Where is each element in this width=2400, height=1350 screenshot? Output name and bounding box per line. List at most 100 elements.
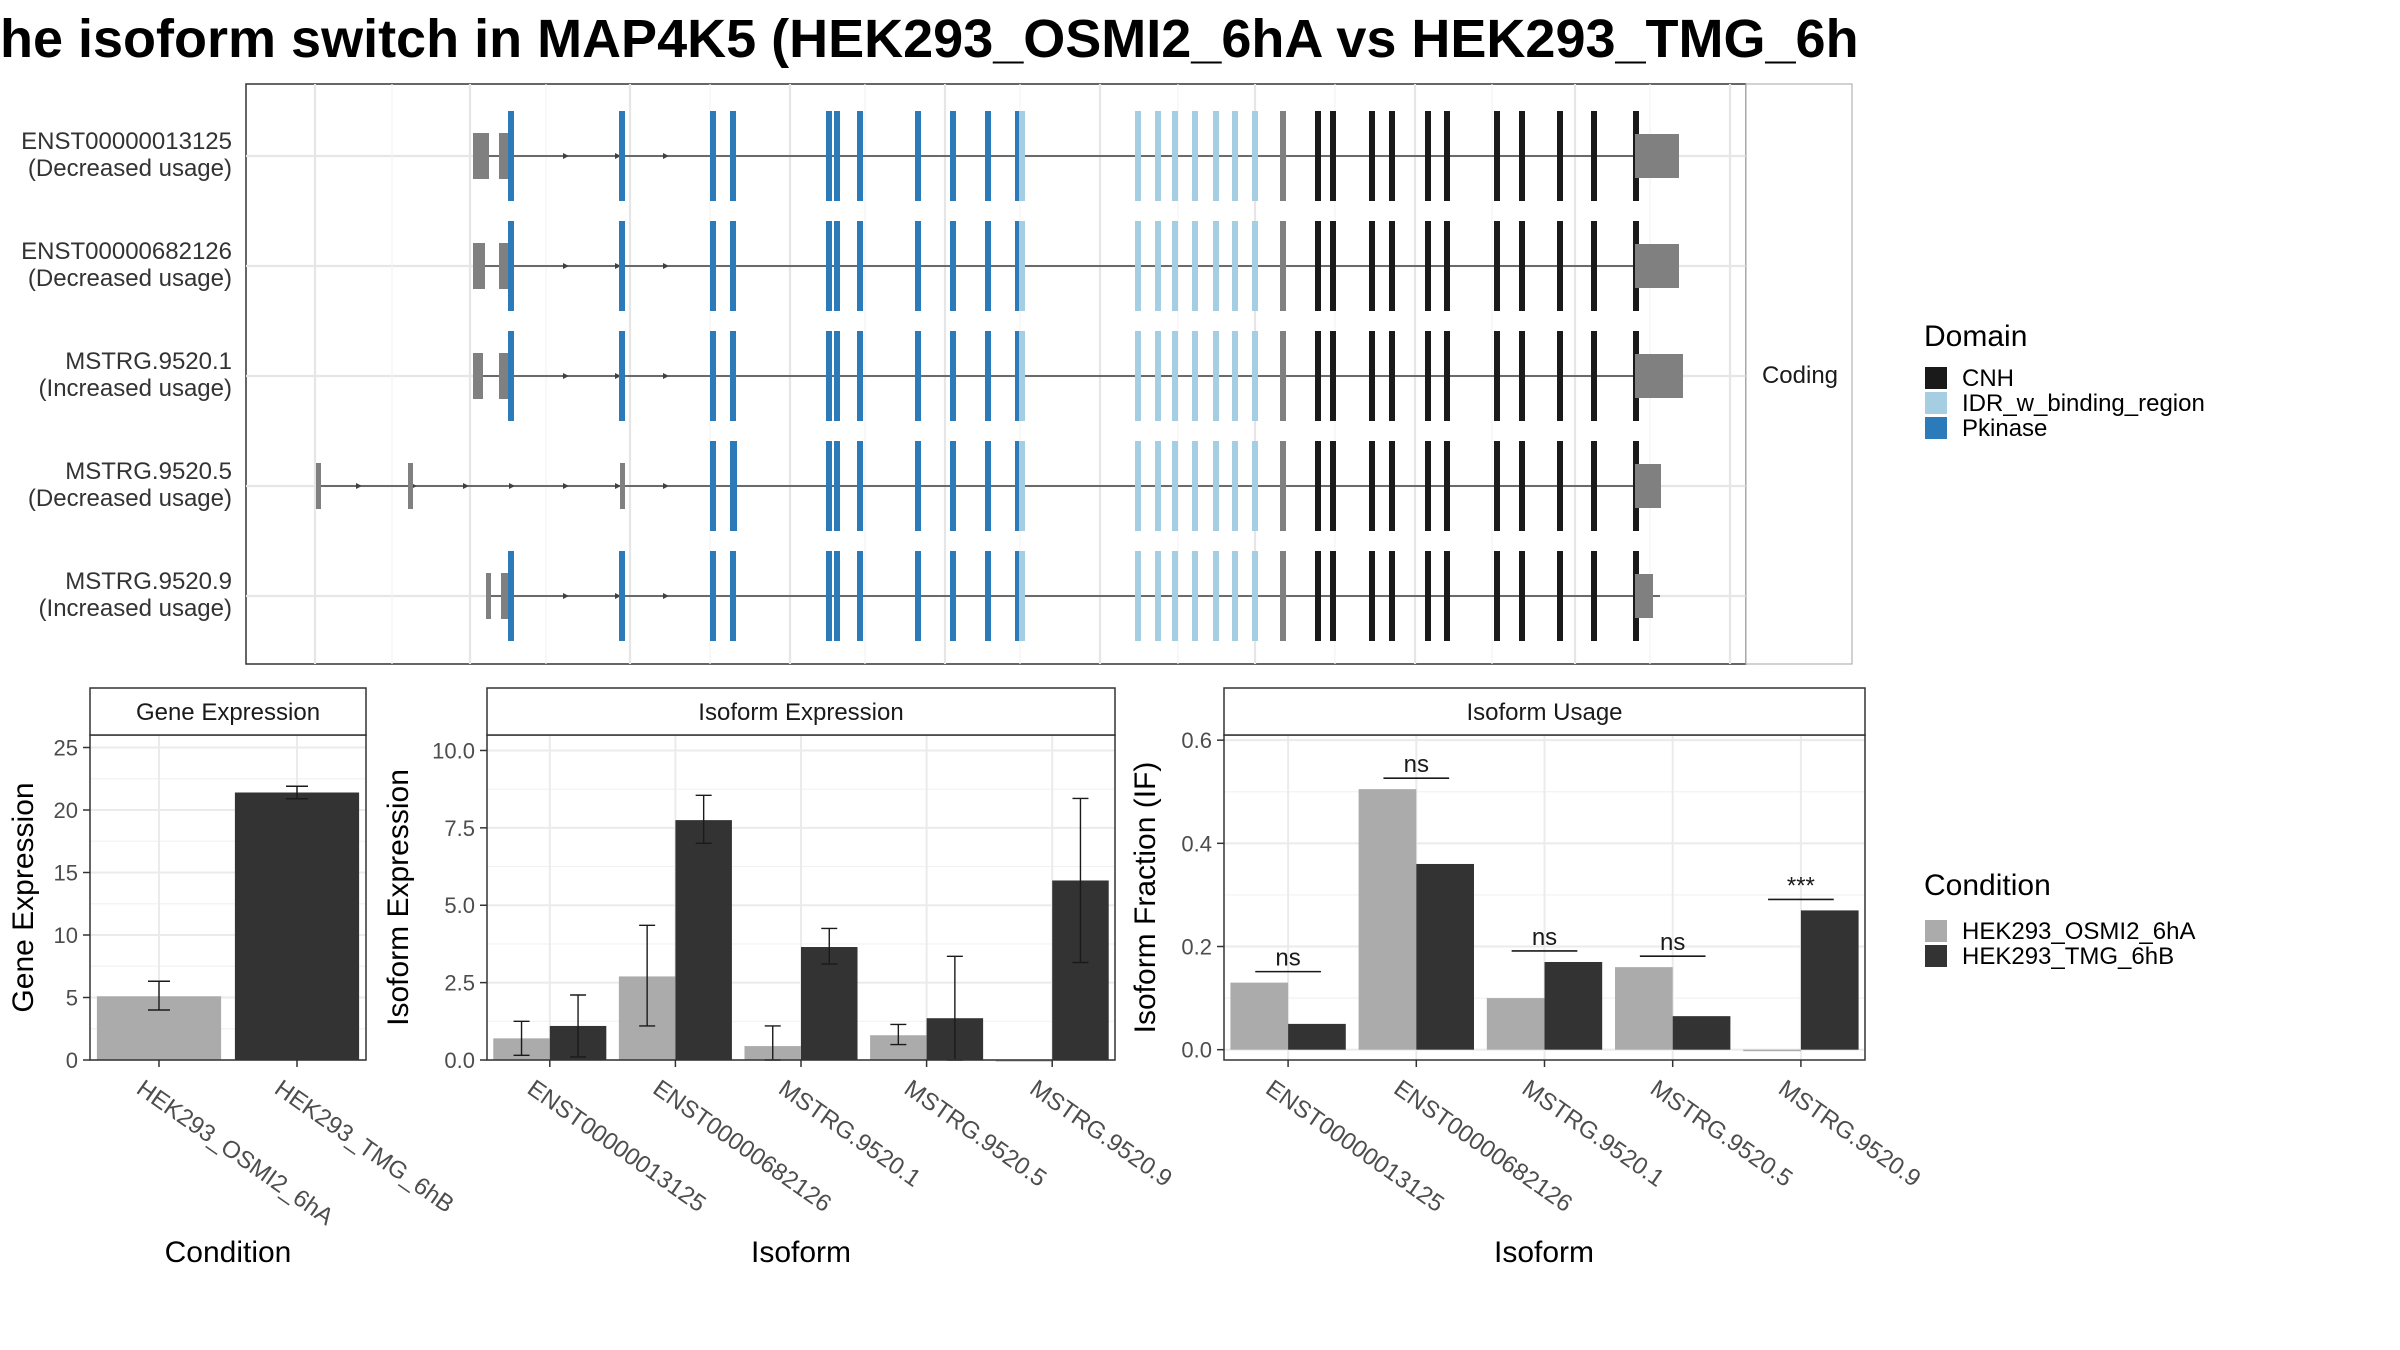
idr-exon <box>1135 331 1141 421</box>
pkinase-exon <box>826 331 832 421</box>
pkinase-exon <box>857 441 863 531</box>
x-axis-title: Condition <box>165 1236 292 1269</box>
transcript-id-label: ENST00000682126 <box>21 238 232 265</box>
pkinase-exon <box>1015 331 1021 421</box>
intron-direction-arrow <box>663 593 669 599</box>
cnh-exon <box>1389 221 1395 311</box>
cnh-exon <box>1591 551 1597 641</box>
bar <box>1230 982 1289 1050</box>
cnh-exon <box>1369 331 1375 421</box>
idr-exon <box>1172 331 1178 421</box>
idr-exon <box>1192 551 1198 641</box>
idr-exon <box>1232 331 1238 421</box>
bar <box>234 792 360 1060</box>
idr-exon <box>1135 551 1141 641</box>
domain-legend-label: IDR_w_binding_region <box>1962 390 2205 417</box>
utr-exon-3prime <box>1635 354 1683 398</box>
idr-exon <box>1192 331 1198 421</box>
condition-legend-key <box>1925 945 1947 967</box>
utr-exon-3prime <box>1635 244 1679 288</box>
figure-title: he isoform switch in MAP4K5 (HEK293_OSMI… <box>0 9 1859 69</box>
x-tick-label: MSTRG.9520.5 <box>1645 1075 1797 1193</box>
transcript-row <box>473 111 1679 201</box>
significance-label: ns <box>1532 924 1557 951</box>
y-tick-label: 25 <box>54 736 78 761</box>
domain-legend-key <box>1925 392 1947 414</box>
utr-exon <box>473 353 483 399</box>
pkinase-exon <box>950 551 956 641</box>
chart-title: Isoform Usage <box>1466 699 1622 726</box>
idr-exon <box>1172 551 1178 641</box>
bar <box>675 820 732 1060</box>
pkinase-exon <box>710 221 716 311</box>
transcript-structure-panel: ENST00000013125(Decreased usage)ENST0000… <box>21 83 1853 665</box>
cnh-exon <box>1519 551 1525 641</box>
y-axis-title: Gene Expression <box>7 782 40 1012</box>
pkinase-exon <box>730 551 736 641</box>
pkinase-exon <box>826 551 832 641</box>
pkinase-exon <box>710 111 716 201</box>
cnh-exon <box>1330 551 1336 641</box>
transcript-id-label: MSTRG.9520.5 <box>65 458 232 485</box>
cnh-exon <box>1591 221 1597 311</box>
pkinase-exon <box>857 331 863 421</box>
y-tick-label: 0.2 <box>1181 935 1212 960</box>
idr-exon <box>1213 221 1219 311</box>
coding-exon <box>1280 111 1286 201</box>
transcript-rows <box>316 111 1683 641</box>
utr-exon <box>499 133 509 179</box>
pkinase-exon <box>619 111 625 201</box>
cnh-exon <box>1425 551 1431 641</box>
bar <box>1615 967 1673 1050</box>
chart-title: Gene Expression <box>136 699 320 726</box>
cnh-exon <box>1557 221 1563 311</box>
pkinase-exon <box>619 551 625 641</box>
pkinase-exon <box>985 331 991 421</box>
cnh-exon <box>1557 551 1563 641</box>
utr-exon <box>499 353 509 399</box>
pkinase-exon <box>985 441 991 531</box>
cnh-exon <box>1444 331 1450 421</box>
significance-label: ns <box>1660 929 1685 956</box>
x-axis-title: Isoform <box>1494 1236 1594 1269</box>
cnh-exon <box>1444 441 1450 531</box>
transcript-row <box>316 441 1661 531</box>
transcript-usage-label: (Increased usage) <box>39 595 232 622</box>
domain-legend-title: Domain <box>1924 320 2027 353</box>
intron-direction-arrow <box>563 483 569 489</box>
utr-exon-3prime <box>1635 574 1653 618</box>
idr-exon <box>1252 221 1258 311</box>
pkinase-exon <box>508 221 514 311</box>
coding-exon <box>1280 551 1286 641</box>
idr-exon <box>1232 221 1238 311</box>
idr-exon <box>1252 551 1258 641</box>
transcript-row <box>473 221 1679 311</box>
cnh-exon <box>1494 551 1500 641</box>
transcript-row <box>473 331 1683 421</box>
idr-exon <box>1135 221 1141 311</box>
condition-legend-title: Condition <box>1924 869 2051 902</box>
intron-direction-arrow <box>356 483 362 489</box>
transcript-id-label: MSTRG.9520.9 <box>65 568 232 595</box>
transcript-id-label: ENST00000013125 <box>21 128 232 155</box>
pkinase-exon <box>915 551 921 641</box>
y-tick-label: 0.0 <box>444 1048 475 1073</box>
y-tick-label: 10.0 <box>432 738 475 763</box>
pkinase-exon <box>985 221 991 311</box>
utr-exon <box>408 463 413 509</box>
cnh-exon <box>1369 551 1375 641</box>
idr-exon <box>1252 441 1258 531</box>
cnh-exon <box>1591 111 1597 201</box>
cnh-exon <box>1425 221 1431 311</box>
cnh-exon <box>1425 111 1431 201</box>
pkinase-exon <box>619 221 625 311</box>
pkinase-exon <box>619 331 625 421</box>
coding-exon <box>1280 221 1286 311</box>
intron-direction-arrow <box>663 153 669 159</box>
intron-direction-arrow <box>563 263 569 269</box>
pkinase-exon <box>710 441 716 531</box>
cnh-exon <box>1315 331 1321 421</box>
pkinase-exon <box>985 551 991 641</box>
cnh-exon <box>1494 331 1500 421</box>
